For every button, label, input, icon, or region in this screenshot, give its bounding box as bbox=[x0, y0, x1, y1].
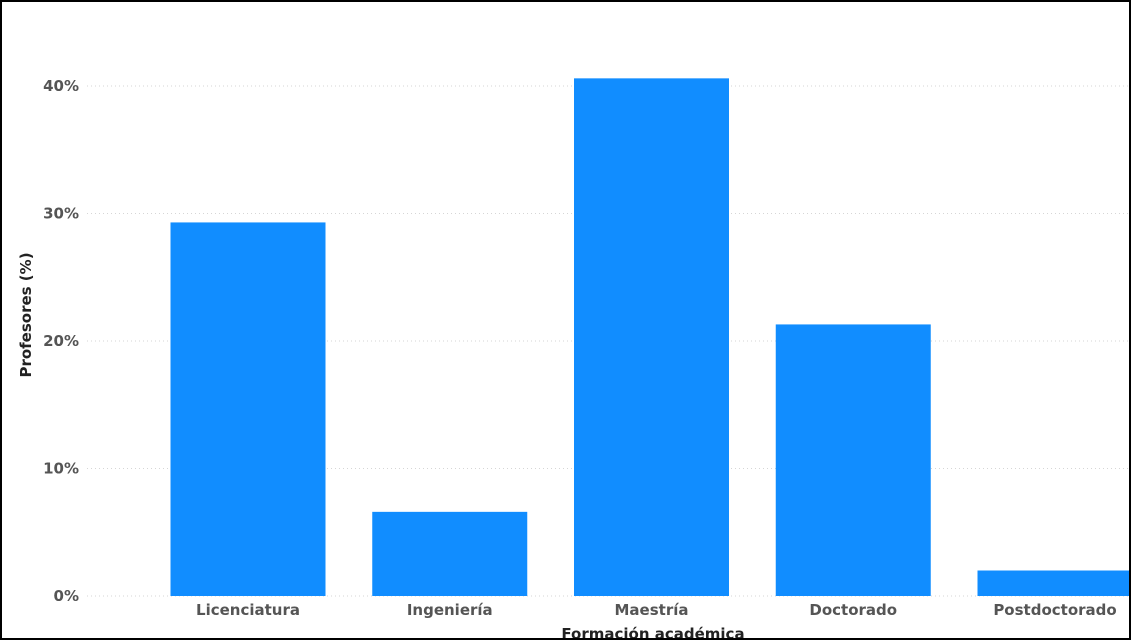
bar-ingeniería[interactable] bbox=[372, 511, 528, 596]
y-tick-label: 10% bbox=[43, 460, 79, 478]
x-tick-label: Doctorado bbox=[809, 601, 897, 619]
x-tick-label: Postdoctorado bbox=[993, 601, 1116, 619]
bar-licenciatura[interactable] bbox=[170, 222, 326, 597]
x-category-labels: Licenciatura Ingeniería Maestría Doctorado P… bbox=[196, 601, 1117, 619]
bar-doctorado[interactable] bbox=[775, 324, 931, 596]
y-tick-label: 0% bbox=[54, 587, 79, 605]
y-tick-label: 30% bbox=[43, 205, 79, 223]
bars bbox=[170, 78, 1131, 597]
bar-postdoctorado[interactable] bbox=[977, 570, 1131, 597]
bar-maestría[interactable] bbox=[574, 78, 729, 597]
x-tick-label: Ingeniería bbox=[407, 601, 493, 619]
x-axis-title: Formación académica bbox=[561, 625, 744, 640]
x-tick-label: Licenciatura bbox=[196, 601, 300, 619]
x-tick-label: Maestría bbox=[615, 601, 689, 619]
y-tick-labels: 0% 10% 20% 30% 40% bbox=[43, 77, 79, 605]
y-tick-label: 20% bbox=[43, 332, 79, 350]
y-axis-title: Profesores (%) bbox=[17, 252, 35, 377]
y-tick-label: 40% bbox=[43, 77, 79, 95]
